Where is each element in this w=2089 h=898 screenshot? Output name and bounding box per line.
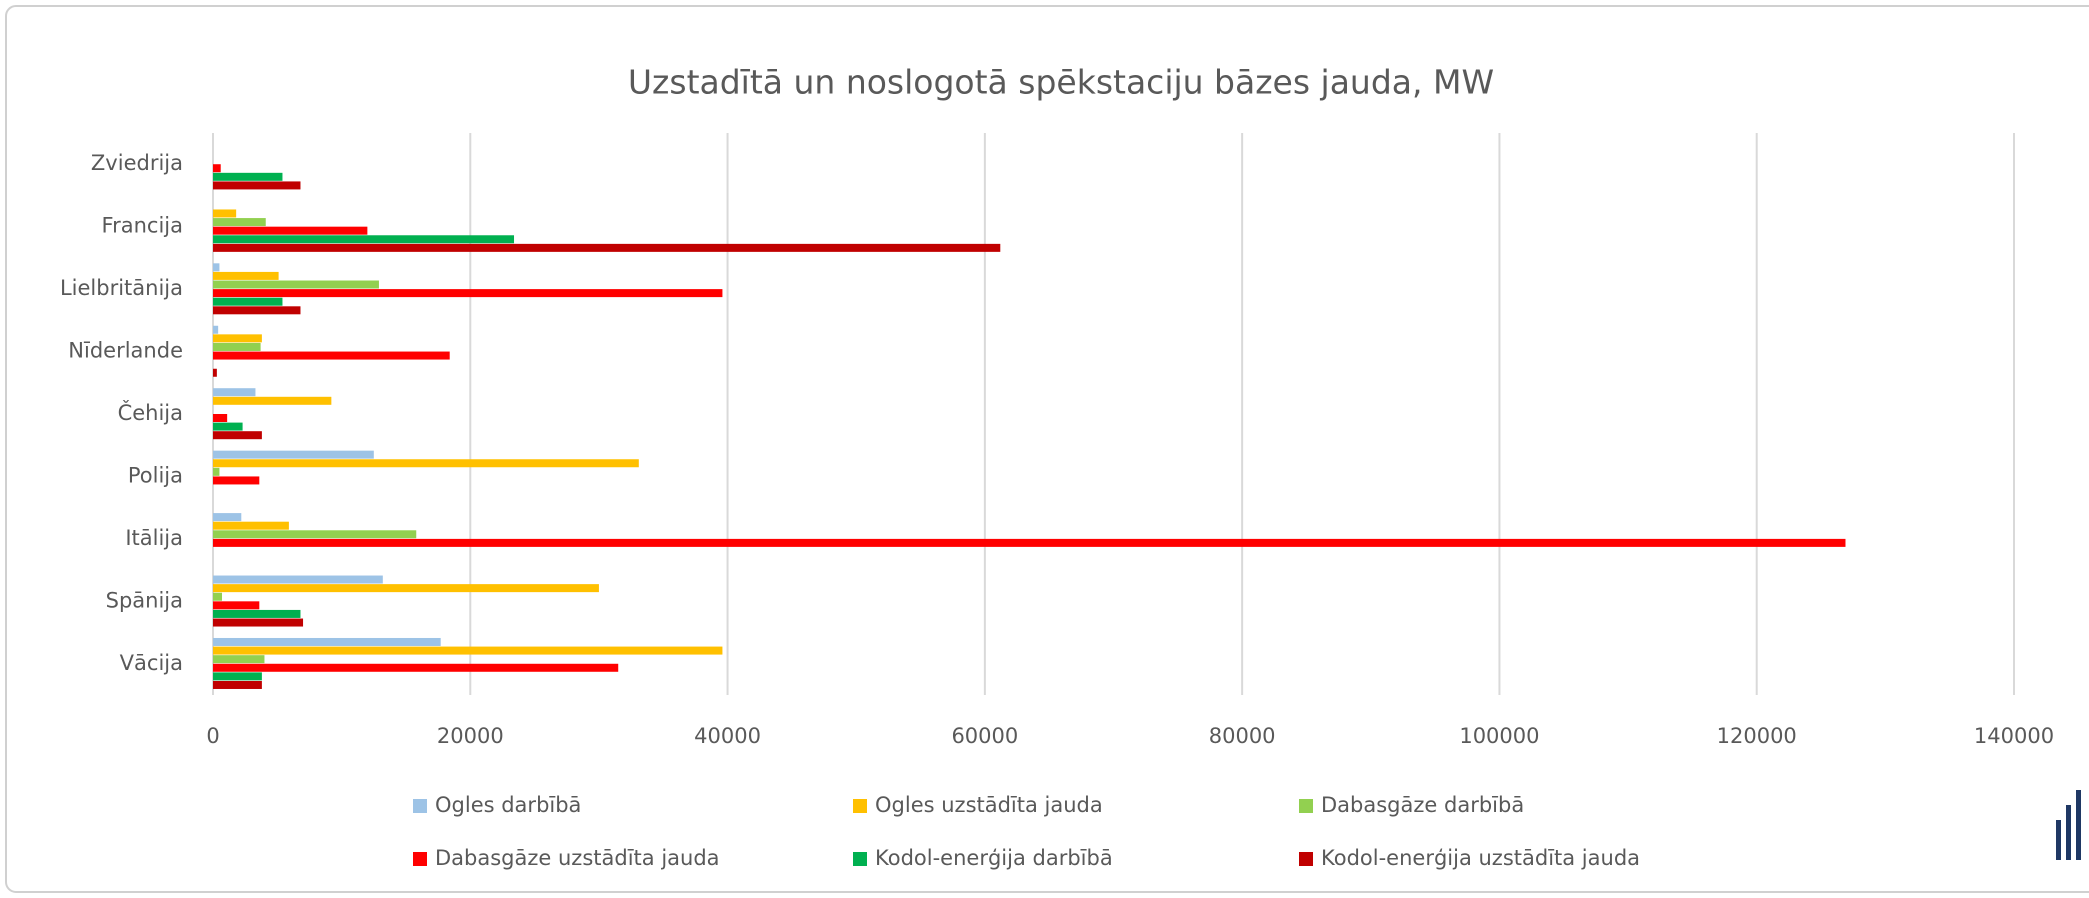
bar	[213, 235, 515, 244]
bar	[213, 575, 383, 584]
x-tick-label: 120000	[1717, 724, 1797, 748]
y-tick-label: Francija	[102, 214, 183, 238]
x-tick-label: 20000	[437, 724, 504, 748]
bar	[213, 289, 723, 298]
bar	[213, 306, 301, 315]
bar	[213, 181, 301, 190]
y-tick-label: Vācija	[120, 651, 183, 675]
legend-swatch	[413, 799, 427, 813]
bar	[213, 414, 228, 422]
bar	[213, 164, 221, 173]
bar	[213, 459, 639, 468]
bar	[213, 334, 262, 343]
legend-label: Dabasgāze darbībā	[1321, 793, 1524, 817]
bar	[213, 450, 374, 459]
bar	[213, 226, 368, 235]
y-tick-label: Spānija	[106, 588, 183, 612]
bar	[213, 530, 417, 539]
y-tick-label: Itālija	[125, 526, 183, 550]
bar	[213, 342, 261, 351]
bar	[213, 467, 220, 476]
x-tick-label: 40000	[694, 724, 761, 748]
bar	[213, 646, 723, 655]
bar	[213, 521, 289, 530]
bar	[213, 476, 260, 485]
x-tick-label: 80000	[1209, 724, 1276, 748]
bar	[213, 280, 379, 289]
x-tick-label: 100000	[1459, 724, 1539, 748]
bar	[213, 396, 332, 405]
bar	[213, 422, 243, 431]
legend-swatch	[853, 852, 867, 866]
legend-label: Kodol-enerģija darbībā	[875, 846, 1113, 870]
legend-label: Dabasgāze uzstādīta jauda	[435, 846, 720, 870]
bar	[213, 609, 301, 618]
y-tick-label: Polija	[128, 463, 183, 487]
x-tick-label: 140000	[1974, 724, 2054, 748]
bar	[213, 637, 441, 646]
legend-swatch	[1299, 852, 1313, 866]
bar	[213, 584, 599, 593]
bar	[213, 271, 279, 280]
bar	[213, 618, 304, 627]
bar	[213, 351, 450, 360]
bar	[213, 592, 223, 601]
bar	[213, 663, 619, 672]
y-tick-label: Nīderlande	[68, 339, 183, 363]
bar	[213, 655, 265, 664]
bar	[213, 538, 1846, 547]
bar	[213, 172, 283, 181]
bar	[213, 680, 262, 689]
y-tick-label: Zviedrija	[91, 151, 183, 175]
bar	[213, 672, 262, 681]
y-tick-label: Čehija	[118, 400, 183, 425]
bar	[213, 431, 262, 440]
legend-label: Kodol-enerģija uzstādīta jauda	[1321, 846, 1640, 870]
legend-swatch	[853, 799, 867, 813]
legend-swatch	[413, 852, 427, 866]
bar	[213, 243, 1001, 252]
bar	[213, 218, 266, 227]
chart-title: Uzstadītā un noslogotā spēkstaciju bāzes…	[628, 63, 1494, 102]
bar	[213, 388, 256, 397]
legend-label: Ogles uzstādīta jauda	[875, 793, 1103, 817]
x-tick-label: 60000	[951, 724, 1018, 748]
bar	[213, 601, 260, 610]
legend-swatch	[1299, 799, 1313, 813]
logo	[2056, 790, 2081, 860]
y-tick-label: Lielbritānija	[60, 276, 183, 300]
bar	[213, 263, 220, 272]
legend-label: Ogles darbībā	[435, 793, 581, 817]
bar	[213, 513, 242, 522]
x-tick-label: 0	[206, 724, 219, 748]
bar	[213, 297, 283, 306]
bar	[213, 325, 219, 334]
chart-border	[5, 5, 2089, 893]
bar	[213, 368, 217, 377]
bar	[213, 209, 237, 218]
